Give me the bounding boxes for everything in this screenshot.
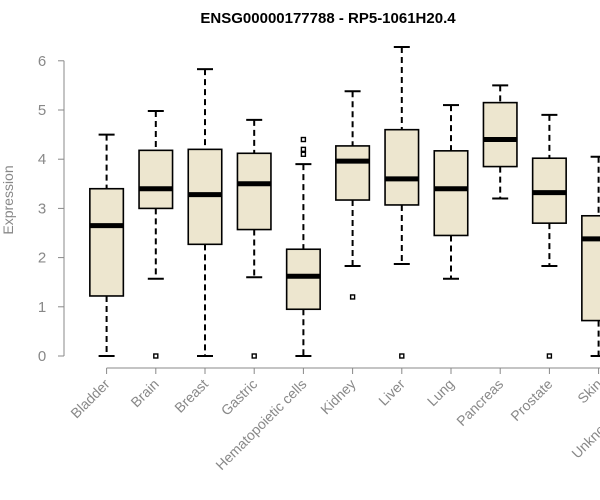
iqr-box [285,248,321,311]
outlier-point [546,353,553,359]
box-prostate [531,113,567,359]
y-tick-label: 5 [38,102,46,119]
x-tick-label: Gastric [218,376,261,419]
x-tick-label: Pancreas [453,376,506,429]
box-skin [581,155,600,357]
box-brain [138,109,174,359]
iqr-box [384,128,420,206]
box-hematopoietic-cells [285,136,321,357]
x-tick-label: Prostate [507,376,555,424]
y-tick-label: 6 [38,53,46,70]
box-bladder [89,133,125,357]
box-gastric [236,118,272,359]
outlier-point [399,353,405,359]
outlier-point [349,294,356,300]
x-tick-label: Hematopoietic cells [212,376,309,473]
y-tick-label: 3 [38,200,46,217]
y-tick-label: 2 [38,250,46,267]
y-tick-label: 4 [38,151,46,168]
y-axis: 0 1 2 3 4 5 6 [38,53,65,365]
iqr-box [236,152,272,231]
x-tick-label: Skin [574,376,600,407]
x-tick-label: Bladder [67,376,113,422]
iqr-box [433,150,469,237]
box-breast [187,68,223,357]
box-pancreas [482,84,518,200]
iqr-box [89,187,125,297]
box-kidney [335,90,371,300]
x-tick-label: Lung [424,376,457,409]
x-tick-label: Brain [127,376,161,410]
iqr-box [581,214,600,322]
y-axis-label: Expression [0,165,16,234]
box-liver [384,46,420,359]
y-tick-label: 0 [38,348,46,365]
outlier-point [153,353,159,359]
x-tick-label: Liver [375,376,408,409]
iqr-box [138,149,174,210]
box-series [89,46,600,359]
x-tick-label: Breast [171,376,211,416]
outlier-point [300,151,307,157]
outlier-point [251,353,257,359]
chart-title: ENSG00000177788 - RP5-1061H20.4 [200,10,456,27]
box-lung [433,104,469,280]
outlier-point [300,136,307,143]
y-tick-label: 1 [38,299,46,316]
iqr-box [335,145,371,201]
x-tick-label: Kidney [317,376,359,418]
outlier-point [300,146,307,153]
iqr-box [482,101,518,168]
